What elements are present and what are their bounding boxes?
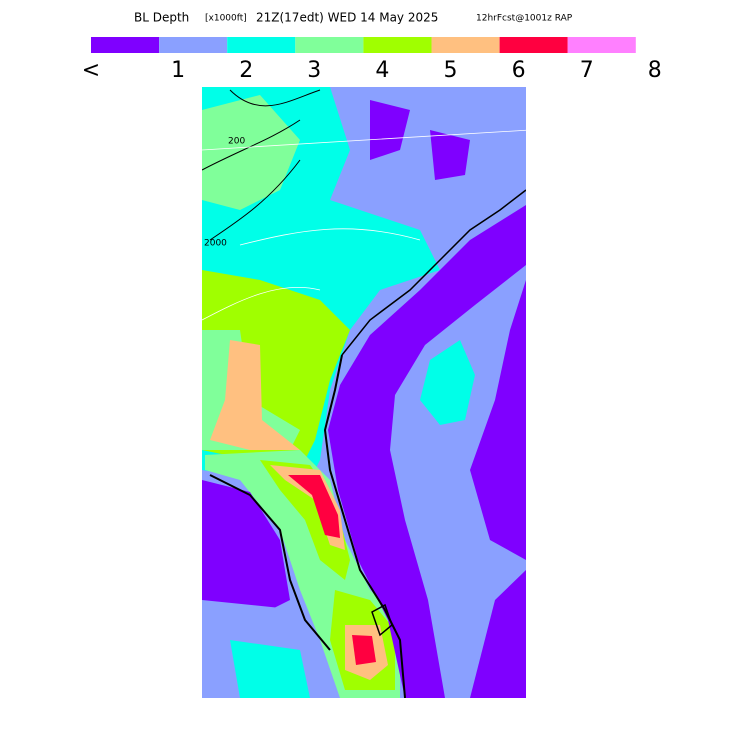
title-part: [x1000ft] xyxy=(205,14,247,24)
colorbar-label: < xyxy=(82,58,100,83)
title-part: 21Z(17edt) WED 14 May 2025 xyxy=(256,11,438,25)
contour-label: 200 xyxy=(228,137,245,147)
colorbar-label: 3 xyxy=(307,58,321,83)
title-part: BL Depth xyxy=(134,11,189,25)
contour xyxy=(371,603,393,637)
contour xyxy=(202,89,321,241)
region xyxy=(202,95,300,210)
colorbar-label: 6 xyxy=(512,58,526,83)
colorbar-label: 2 xyxy=(239,58,253,83)
colorbar-swatch xyxy=(159,37,228,53)
colorbar-label: 4 xyxy=(375,58,389,83)
border xyxy=(202,129,526,321)
coastline xyxy=(323,354,406,698)
region xyxy=(230,640,310,698)
region xyxy=(352,635,376,665)
colorbar-swatch xyxy=(363,37,432,53)
region xyxy=(420,340,475,425)
colorbar-label: 1 xyxy=(171,58,185,83)
map: 2000 200 xyxy=(202,87,526,698)
region xyxy=(370,100,470,180)
region xyxy=(202,480,290,620)
colorbar-swatch xyxy=(499,37,568,53)
colorbar-swatch xyxy=(431,37,500,53)
colorbar: <1 2 3 4 5 6 7 8 xyxy=(82,37,662,83)
colorbar-swatch xyxy=(91,37,160,53)
colorbar-label: 5 xyxy=(444,58,458,83)
ocean-band xyxy=(328,205,526,698)
colorbar-swatch xyxy=(567,37,636,53)
ocean-band xyxy=(470,570,526,698)
colorbar-label: 7 xyxy=(580,58,594,83)
region xyxy=(210,340,300,450)
coastline xyxy=(209,474,331,651)
colorbar-swatch xyxy=(295,37,364,53)
title-part: 12hrFcst@1001z RAP xyxy=(476,14,573,24)
colorbar-swatch xyxy=(227,37,296,53)
region xyxy=(288,475,340,538)
colorbar-label: 8 xyxy=(648,58,662,83)
ocean-band xyxy=(470,280,526,560)
coastline xyxy=(341,189,526,356)
contour-label: 2000 xyxy=(204,239,227,249)
